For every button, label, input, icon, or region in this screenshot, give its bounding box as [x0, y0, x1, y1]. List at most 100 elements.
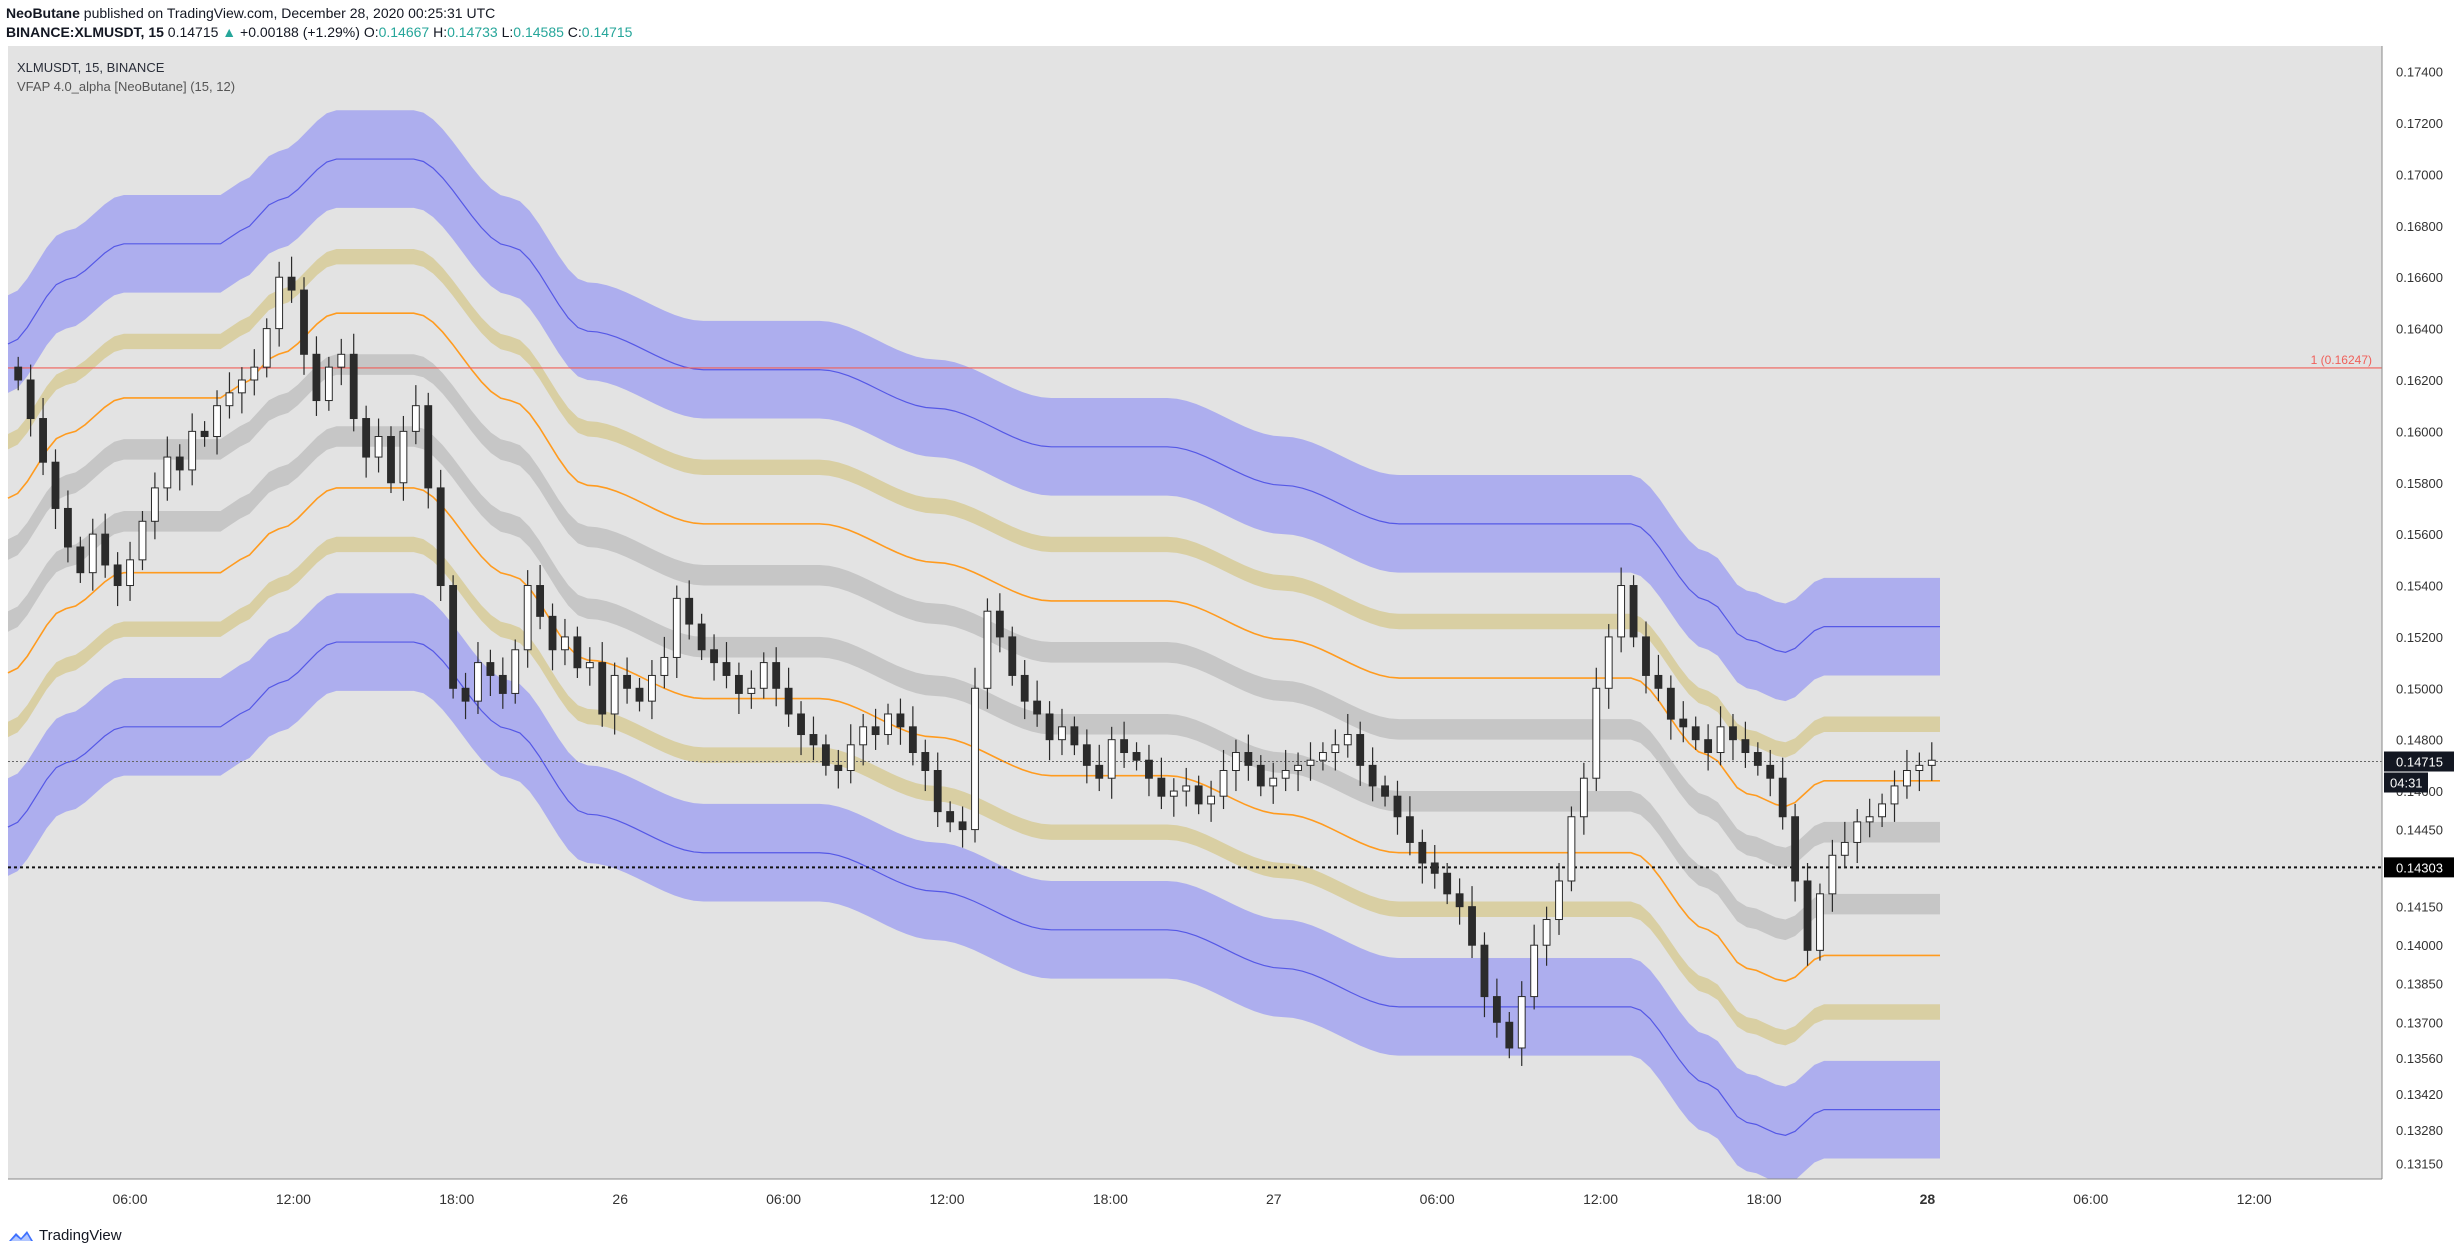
candle — [747, 670, 756, 709]
candle-body — [821, 744, 830, 766]
candle — [772, 647, 781, 707]
candle — [1666, 675, 1675, 740]
candle — [275, 261, 284, 347]
price-tick-label: 0.15200 — [2396, 630, 2443, 645]
candle — [76, 536, 85, 583]
candle-body — [1555, 880, 1563, 921]
candle-body — [1405, 816, 1414, 843]
candle — [1244, 734, 1253, 781]
candle-body — [138, 520, 147, 561]
candle — [349, 333, 358, 432]
tradingview-icon — [9, 1230, 33, 1241]
candle — [598, 642, 607, 727]
price-axis[interactable]: 0.17400 0.17200 0.17000 0.16800 0.16600 0.164… — [2396, 65, 2443, 1172]
candle — [1617, 567, 1626, 653]
candle-body — [648, 674, 656, 702]
author-name[interactable]: NeoButane — [6, 5, 80, 21]
grey-upper-band — [8, 354, 1940, 869]
candle-body — [846, 744, 855, 772]
candle-body — [1915, 764, 1924, 772]
candle-body — [1443, 872, 1452, 895]
candle — [1455, 878, 1464, 925]
candle — [1232, 739, 1240, 792]
candle — [399, 415, 408, 501]
candle-body — [610, 674, 619, 715]
candle — [561, 618, 569, 666]
candle — [474, 642, 482, 714]
candle — [859, 713, 868, 766]
candle — [1778, 757, 1787, 830]
candle — [734, 662, 743, 714]
candle-body — [1741, 739, 1750, 754]
time-tick-label: 18:00 — [439, 1191, 474, 1207]
candle — [660, 636, 669, 689]
price-tick-label: 0.17400 — [2396, 65, 2443, 80]
candle — [946, 801, 955, 833]
countdown-label: 04:31 — [2390, 776, 2423, 791]
candle-body — [1182, 785, 1191, 792]
tradingview-logo[interactable]: TradingView — [8, 1227, 122, 1244]
price-tick-label: 0.14000 — [2396, 938, 2443, 953]
candle — [1020, 660, 1029, 720]
time-axis[interactable]: 06:00 12:00 18:00 26 06:00 12:00 18:00 27 06:00 1… — [112, 1191, 2271, 1207]
dotted-level-tag — [2384, 857, 2454, 878]
candle — [958, 806, 967, 848]
candle-body — [523, 585, 532, 651]
candle — [1194, 775, 1203, 815]
blue-lower-band — [8, 593, 1940, 1185]
candle-body — [1356, 734, 1365, 766]
candle — [1604, 624, 1613, 709]
time-tick-label: 12:00 — [929, 1191, 964, 1207]
candle-body — [324, 366, 333, 402]
candle — [1530, 924, 1539, 1010]
legend-series[interactable]: XLMUSDT, 15, BINANCE — [17, 60, 165, 75]
candle — [722, 642, 731, 689]
price-tick-label: 0.15800 — [2396, 476, 2443, 491]
candle — [436, 469, 445, 601]
candle-body — [163, 456, 172, 489]
candle — [1343, 713, 1352, 758]
close-value: 0.14715 — [581, 24, 633, 40]
candle — [983, 598, 992, 709]
candle — [287, 256, 296, 303]
candle — [623, 657, 631, 704]
candle-body — [1232, 752, 1240, 772]
price-tick-label: 0.16600 — [2396, 270, 2443, 285]
candle — [648, 660, 656, 720]
candle-body — [1145, 759, 1153, 779]
legend-indicator[interactable]: VFAP 4.0_alpha [NeoButane] (15, 12) — [17, 79, 236, 94]
candle — [1468, 886, 1476, 959]
price-tick-label: 0.13700 — [2396, 1015, 2443, 1030]
candle — [1766, 749, 1775, 797]
candle — [610, 662, 619, 735]
candle-body — [1095, 764, 1104, 779]
candle-body — [908, 726, 917, 754]
candle — [387, 426, 395, 494]
candle-body — [411, 405, 420, 432]
candle-body — [474, 662, 482, 702]
candle-body — [1517, 996, 1526, 1049]
candle-body — [1629, 585, 1638, 638]
candle-body — [1082, 744, 1091, 766]
candle-body — [113, 564, 122, 587]
candle-body — [784, 687, 793, 715]
candle-body — [722, 662, 731, 676]
time-tick-label: 12:00 — [276, 1191, 311, 1207]
candle-body — [1691, 726, 1700, 741]
candle — [1294, 752, 1302, 792]
candle — [1878, 793, 1887, 828]
candle-body — [548, 615, 557, 651]
chart-legend: XLMUSDT, 15, BINANCE VFAP 4.0_alpha [Neo… — [17, 58, 235, 96]
candle — [1182, 767, 1191, 807]
candle — [1430, 845, 1439, 889]
candle — [250, 349, 259, 396]
time-tick-label: 18:00 — [1746, 1191, 1781, 1207]
candle-body — [126, 559, 134, 587]
candle — [175, 444, 184, 491]
candle — [933, 752, 942, 828]
candle-body — [1729, 726, 1737, 741]
candle-body — [225, 392, 234, 407]
candle-body — [1778, 777, 1787, 818]
candle — [759, 652, 768, 699]
